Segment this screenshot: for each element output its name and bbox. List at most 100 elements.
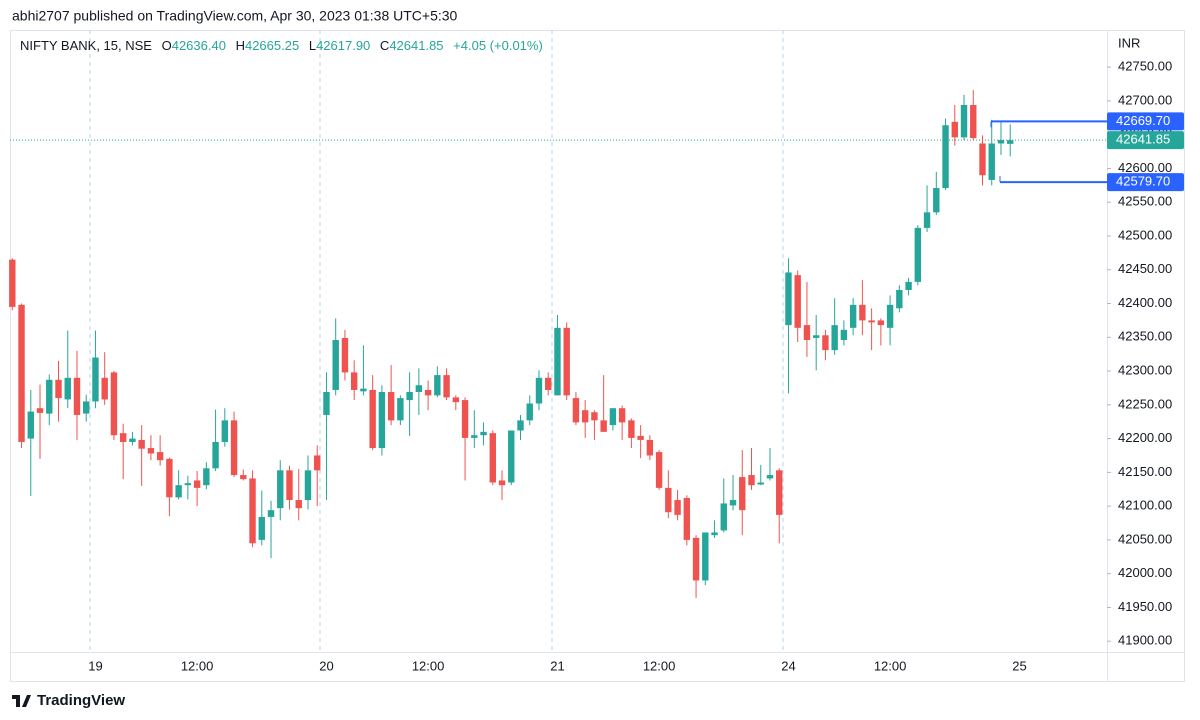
level-label: 42579.70	[1116, 174, 1170, 189]
y-tick-label: 42550.00	[1118, 194, 1172, 209]
candle-body	[267, 510, 275, 517]
candle-body	[563, 327, 570, 396]
publisher-line: abhi2707 published on TradingView.com, A…	[12, 8, 458, 24]
x-tick-label: 19	[88, 658, 102, 673]
level-tag	[1107, 112, 1184, 131]
candle-body	[314, 455, 321, 471]
change: +4.05 (+0.01%)	[453, 38, 543, 53]
candle-body	[36, 408, 44, 413]
candle-body	[628, 420, 635, 438]
y-tick-label: 42300.00	[1118, 362, 1172, 377]
candle-body	[323, 391, 330, 415]
candle-body	[803, 325, 811, 340]
high-value: 42665.25	[245, 38, 299, 53]
candle-body	[212, 441, 219, 469]
candle-body	[119, 433, 127, 442]
candle-body	[350, 372, 358, 390]
candle-body	[258, 516, 265, 540]
candle-body	[295, 500, 302, 509]
y-tick-label: 42600.00	[1118, 160, 1172, 175]
candle-body	[9, 259, 16, 307]
candle-body	[877, 320, 885, 326]
candle-body	[415, 385, 423, 392]
candle-body	[831, 325, 838, 351]
currency: INR	[1118, 35, 1140, 50]
candle-body	[609, 408, 617, 426]
candle-body	[332, 339, 339, 390]
candle-body	[360, 388, 367, 392]
candle-body	[766, 475, 774, 479]
candle-body	[711, 532, 718, 536]
candle-body	[480, 431, 487, 436]
candle-body	[517, 420, 524, 431]
candle-body	[618, 408, 626, 423]
candle-body	[849, 304, 857, 328]
candle-body	[461, 400, 469, 438]
candle-body	[951, 121, 958, 138]
o-key: O	[162, 38, 172, 53]
candle-body	[655, 452, 663, 488]
candle-body	[498, 480, 506, 486]
candle-body	[286, 470, 293, 501]
y-tick-label: 42500.00	[1118, 227, 1172, 242]
candle-body	[859, 304, 866, 321]
close-value: 42641.85	[389, 38, 443, 53]
session-breaks	[89, 30, 784, 652]
open-value: 42636.40	[172, 38, 226, 53]
y-tick-label: 42400.00	[1118, 295, 1172, 310]
y-tick-label: 42000.00	[1118, 565, 1172, 580]
candle-body	[378, 391, 386, 449]
candle-body	[166, 458, 173, 498]
candle-body	[785, 272, 792, 326]
candle-body	[822, 335, 829, 351]
candle-body	[193, 480, 201, 488]
candle-body	[397, 398, 404, 421]
candle-body	[886, 304, 894, 328]
candle-body	[101, 377, 108, 400]
x-tick-label: 12:00	[874, 658, 907, 673]
y-tick-label: 42150.00	[1118, 464, 1172, 479]
brand: TradingView	[37, 692, 125, 709]
candle-body	[73, 377, 81, 415]
candle-body	[64, 377, 71, 400]
level-label: 42669.70	[1116, 113, 1170, 128]
candle-body	[18, 304, 25, 442]
candle-body	[581, 410, 589, 423]
candle-body	[27, 411, 34, 439]
symbol: NIFTY BANK, 15, NSE	[20, 38, 152, 53]
candle-body	[508, 430, 515, 483]
candle-body	[230, 420, 238, 476]
candle-body	[434, 375, 441, 396]
last-price-tag	[1107, 131, 1184, 150]
x-tick-label: 12:00	[643, 658, 676, 673]
candle-body	[156, 452, 164, 461]
candle-body	[646, 439, 654, 456]
candle-body	[203, 468, 210, 486]
x-tick-label: 24	[781, 658, 795, 673]
candle-body	[249, 478, 256, 544]
candle-body	[757, 482, 764, 485]
candle-body	[535, 377, 543, 404]
candle-body	[748, 475, 755, 486]
candle-body	[110, 372, 118, 436]
legend: NIFTY BANK, 15, NSE O42636.40 H42665.25 …	[20, 38, 543, 53]
candle-body	[387, 391, 395, 421]
candle-body	[960, 104, 968, 138]
x-tick-label: 21	[550, 658, 564, 673]
candle-body	[92, 357, 99, 402]
candle-body	[424, 389, 432, 396]
candle-body	[443, 375, 450, 398]
candle-body	[812, 335, 820, 338]
candle-body	[905, 281, 912, 291]
x-tick-label: 25	[1012, 658, 1026, 673]
candle-body	[277, 470, 284, 509]
candle-body	[184, 483, 192, 486]
candles	[9, 90, 1014, 598]
candle-body	[933, 188, 940, 213]
candle-body	[406, 391, 413, 401]
candle-body	[674, 500, 681, 515]
last-price-label: 42641.85	[1116, 132, 1170, 147]
logo-icon	[12, 695, 31, 707]
candle-body	[129, 438, 136, 442]
